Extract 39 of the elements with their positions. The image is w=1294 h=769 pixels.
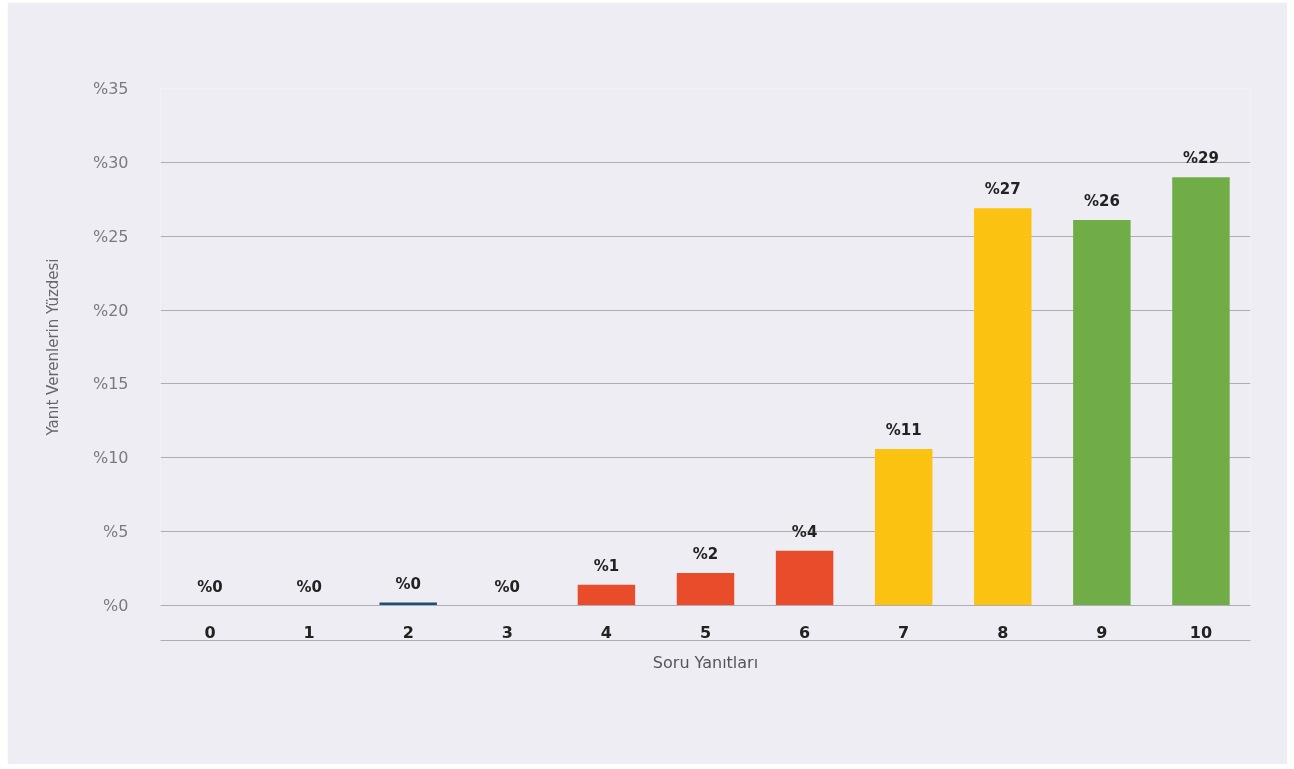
bar <box>974 208 1032 606</box>
x-tick-label: 1 <box>303 622 315 642</box>
data-label: %29 <box>1183 149 1219 168</box>
bar <box>874 448 933 606</box>
x-tick-label: 9 <box>1096 622 1108 642</box>
bar <box>775 550 834 606</box>
x-tick-label: 7 <box>898 622 910 642</box>
data-label: %27 <box>984 180 1021 199</box>
x-axis-title: Soru Yanıtları <box>652 652 759 672</box>
bar <box>1073 219 1131 606</box>
data-label: %0 <box>494 577 521 596</box>
y-tick-label: %30 <box>92 152 129 172</box>
bar <box>676 573 735 606</box>
x-tick-label: 2 <box>402 622 414 642</box>
y-axis-title: Yanıt Verenlerin Yüzdesi <box>43 258 62 437</box>
bar <box>1172 177 1230 606</box>
data-label: %0 <box>395 574 421 593</box>
data-label: %11 <box>885 420 922 439</box>
y-tick-label: %5 <box>103 522 129 542</box>
x-tick-label: 4 <box>600 622 612 642</box>
x-tick-label: 8 <box>997 622 1009 642</box>
y-tick-label: %20 <box>92 300 129 320</box>
y-tick-label: %15 <box>92 374 129 394</box>
data-label: %0 <box>197 577 223 596</box>
data-label: %1 <box>593 556 620 575</box>
data-label: %0 <box>296 577 322 596</box>
data-label: %2 <box>692 545 719 563</box>
data-label: %26 <box>1083 191 1120 210</box>
y-tick-label: %0 <box>103 596 129 615</box>
x-tick-label: 0 <box>204 622 216 642</box>
x-tick-label: 6 <box>799 622 811 642</box>
x-tick-label: 5 <box>699 622 712 642</box>
y-tick-label: %25 <box>92 226 129 246</box>
x-tick-label: 3 <box>501 622 513 642</box>
bar <box>577 584 636 606</box>
y-tick-label: %10 <box>92 448 129 468</box>
data-label: %4 <box>791 522 818 541</box>
y-tick-label: %35 <box>92 79 129 98</box>
x-tick-label: 10 <box>1189 622 1213 642</box>
